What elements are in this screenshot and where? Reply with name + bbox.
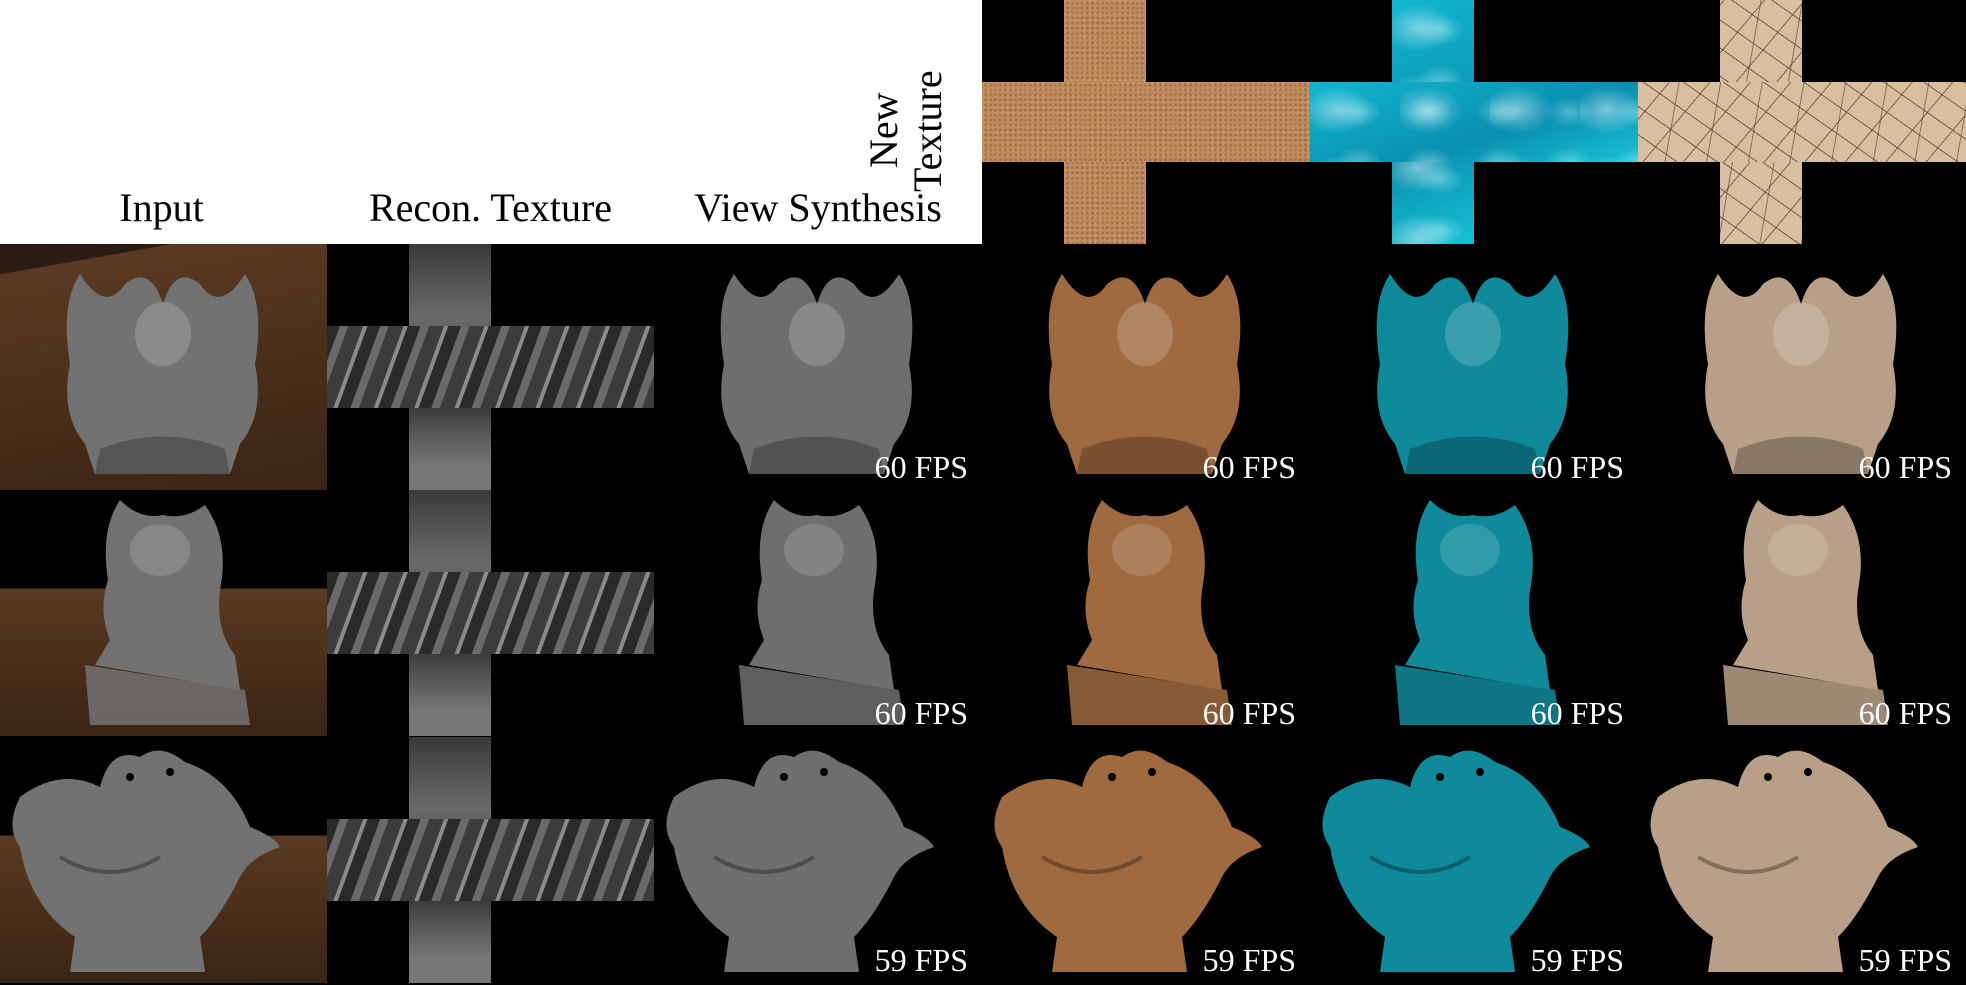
recon-texture-angel-in-hands: [327, 244, 654, 490]
new-texture-line1: New: [861, 92, 906, 168]
input-image-two-birds: [0, 737, 327, 983]
header-input: Input: [119, 185, 204, 230]
fps-label: 59 FPS: [1202, 942, 1296, 978]
fps-label: 60 FPS: [874, 449, 968, 485]
fps-label: 60 FPS: [1858, 449, 1952, 485]
view-synthesis-angel-in-hands: 60 FPS: [654, 244, 982, 490]
input-image-angel-in-hands: [0, 244, 327, 490]
texture-clay-swatch: [1638, 0, 1966, 244]
fps-label: 60 FPS: [1202, 695, 1296, 731]
recon-texture-owl-on-book: [327, 490, 654, 736]
fps-label: 60 FPS: [1202, 449, 1296, 485]
fps-label: 60 FPS: [1530, 695, 1624, 731]
view-synthesis-owl-on-book: 60 FPS: [654, 490, 982, 736]
results-grid: 60 FPS 60 FPS 60 FPS 60 FPS 60 FPS 60: [0, 244, 1966, 985]
new-texture-water-owl-on-book: 60 FPS: [1310, 490, 1638, 736]
new-texture-sand-owl-on-book: 60 FPS: [982, 490, 1310, 736]
new-texture-water-angel-in-hands: 60 FPS: [1310, 244, 1638, 490]
fps-label: 59 FPS: [874, 942, 968, 978]
header-recon-texture: Recon. Texture: [368, 185, 613, 230]
new-texture-clay-angel-in-hands: 60 FPS: [1638, 244, 1966, 490]
new-texture-sand-angel-in-hands: 60 FPS: [982, 244, 1310, 490]
new-texture-sand-two-birds: 59 FPS: [982, 737, 1310, 983]
fps-label: 59 FPS: [1858, 942, 1952, 978]
fps-label: 60 FPS: [874, 695, 968, 731]
new-texture-line2: Texture: [905, 70, 950, 192]
view-synthesis-two-birds: 59 FPS: [654, 737, 982, 983]
new-texture-clay-owl-on-book: 60 FPS: [1638, 490, 1966, 736]
texture-water-swatch: [1310, 0, 1638, 244]
new-texture-clay-two-birds: 59 FPS: [1638, 737, 1966, 983]
recon-texture-two-birds: [327, 737, 654, 983]
texture-sand-swatch: [982, 0, 1310, 244]
header-view-synthesis: View Synthesis: [694, 185, 942, 230]
fps-label: 60 FPS: [1530, 449, 1624, 485]
new-texture-water-two-birds: 59 FPS: [1310, 737, 1638, 983]
fps-label: 59 FPS: [1530, 942, 1624, 978]
new-texture-label: New Texture: [852, 18, 972, 248]
fps-label: 60 FPS: [1858, 695, 1952, 731]
input-image-owl-on-book: [0, 490, 327, 736]
